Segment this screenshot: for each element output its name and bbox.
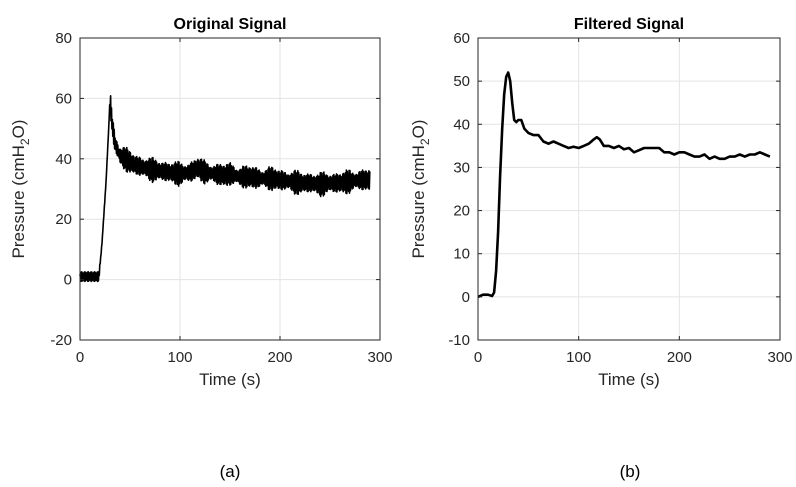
y-axis-label-part: O) (409, 120, 428, 139)
panel-caption: (b) (620, 462, 641, 481)
x-tick-label: 100 (566, 349, 591, 366)
y-tick-label: 30 (453, 159, 470, 176)
y-tick-label: 0 (462, 289, 470, 306)
y-tick-label: 40 (55, 151, 72, 168)
y-axis-label: Pressure (cmH2O) (409, 120, 432, 259)
plot-area (478, 38, 780, 340)
x-tick-label: 0 (474, 349, 482, 366)
y-axis-label: Pressure (cmH2O) (9, 120, 32, 259)
y-tick-label: -20 (50, 332, 72, 349)
series-line (477, 71, 771, 299)
y-tick-label: 20 (453, 203, 470, 220)
y-axis-label-subscript: 2 (18, 138, 32, 145)
x-tick-label: 200 (267, 349, 292, 366)
x-axis-label: Time (s) (598, 370, 660, 389)
chart-title: Original Signal (174, 16, 287, 33)
x-tick-label: 300 (767, 349, 792, 366)
x-tick-label: 100 (167, 349, 192, 366)
axes-box (79, 37, 381, 341)
y-tick-label: 10 (453, 246, 470, 263)
y-tick-label: 80 (55, 30, 72, 47)
series-line (79, 95, 371, 283)
axes-box (477, 37, 781, 341)
y-axis-label-subscript: 2 (418, 138, 432, 145)
y-axis-label-part: Pressure (cmH (9, 145, 28, 258)
y-tick-label: 20 (55, 211, 72, 228)
y-axis-label-part: O) (9, 120, 28, 139)
x-tick-label: 300 (367, 349, 392, 366)
y-tick-label: 0 (64, 272, 72, 289)
x-tick-label: 0 (76, 349, 84, 366)
y-axis-label-part: Pressure (cmH (409, 145, 428, 258)
y-tick-label: 60 (55, 90, 72, 107)
x-tick-label: 200 (667, 349, 692, 366)
y-tick-label: -10 (448, 332, 470, 349)
panel-caption: (a) (220, 462, 241, 481)
chart-title: Filtered Signal (574, 16, 684, 33)
y-tick-label: 60 (453, 30, 470, 47)
y-tick-label: 50 (453, 73, 470, 90)
x-axis-label: Time (s) (199, 370, 261, 389)
y-tick-label: 40 (453, 116, 470, 133)
